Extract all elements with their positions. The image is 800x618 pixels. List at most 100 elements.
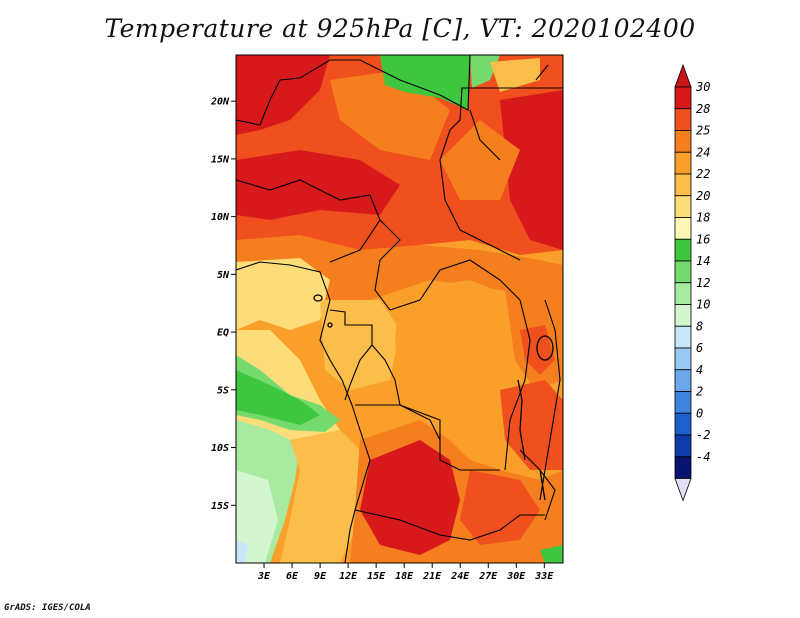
border-sudan-north [439, 87, 563, 161]
colorbar-box [674, 347, 692, 371]
y-tick-label: 10S [211, 443, 229, 454]
colorbar-box [674, 325, 692, 349]
border-great-lakes [504, 299, 531, 471]
x-tick-label: 15E [367, 571, 386, 582]
colorbar-label: 25 [696, 124, 710, 138]
colorbar-label: 2 [696, 385, 703, 399]
colorbar-box [674, 260, 692, 284]
colorbar-box [674, 391, 692, 414]
border-sahel-north [269, 55, 471, 111]
x-tick-label: 6E [286, 571, 299, 582]
colorbar-label: 16 [696, 232, 710, 246]
field-atlantic-cool2 [236, 370, 320, 425]
coastline-west [236, 261, 371, 563]
x-tick-label: 3E [257, 571, 271, 582]
colorbar-label: 14 [696, 254, 710, 268]
border-nile [535, 64, 549, 81]
x-tick-label: 9E [314, 571, 327, 582]
lake-victoria [536, 335, 554, 361]
footer-credit: GrADS: IGES/COLA [4, 603, 91, 613]
field-south-hot [360, 440, 460, 555]
borders [236, 55, 563, 563]
lake-tanganyika [517, 379, 526, 461]
border-nigeria [236, 179, 381, 263]
colorbar-label: 20 [696, 189, 710, 203]
lakes [313, 294, 554, 501]
lake-volta [313, 294, 323, 302]
border-congo [371, 344, 441, 441]
colorbar-label: -2 [696, 428, 710, 442]
field-se-corner-cool [540, 545, 563, 563]
y-tick-label: EQ [217, 328, 229, 339]
field-sahara-mild [490, 58, 540, 92]
colorbar-label: 24 [696, 145, 710, 159]
temperature-field [236, 55, 563, 563]
colorbar-bottom-triangle [674, 478, 692, 502]
field-southeast-hot [460, 470, 540, 545]
border-chad-east [469, 109, 501, 161]
colorbar-box [674, 151, 692, 175]
colorbar-box [674, 130, 692, 153]
y-tick-label: 5S [217, 385, 229, 396]
colorbar-label: 6 [696, 341, 703, 355]
colorbar-box [674, 369, 692, 392]
field-angola-coast [280, 430, 370, 563]
border-east [539, 299, 561, 501]
x-axis: 3E 6E 9E 12E 15E 18E 21E 24E 27E 30E 33E [257, 563, 554, 582]
colorbar-label: 18 [696, 211, 710, 225]
map-frame [235, 54, 564, 564]
colorbar-label: 30 [695, 80, 710, 94]
colorbar-box [674, 412, 692, 436]
y-tick-label: 15S [211, 501, 229, 512]
colorbar-label: 12 [696, 276, 710, 290]
field-sahel-hot [236, 150, 400, 220]
border-car [374, 219, 521, 311]
colorbar-label: 0 [696, 406, 703, 420]
colorbar-box [674, 217, 692, 240]
border-west-sahel [236, 99, 271, 126]
field-east-warm [500, 380, 563, 470]
lake-small [327, 322, 333, 328]
colorbar-top-triangle [674, 63, 692, 88]
colorbar-label: 28 [696, 102, 710, 116]
colorbar-box [674, 173, 692, 197]
field-sahara-cool [380, 55, 470, 110]
colorbar-box [674, 108, 692, 131]
y-tick-label: 10N [211, 212, 230, 223]
colorbar-box [674, 304, 692, 327]
y-tick-label: 15N [211, 154, 230, 165]
colorbar-label: 10 [696, 298, 710, 312]
field-sw-cooler [236, 470, 278, 563]
y-tick-label: 5N [217, 270, 230, 281]
field-northwest-hot [236, 55, 330, 135]
colorbar-label: 4 [696, 363, 703, 377]
colorbar-box [674, 86, 692, 110]
field-congo-west [320, 300, 400, 390]
field-north-midwarm [440, 120, 520, 200]
field-gulf-mild [236, 258, 330, 330]
x-tick-label: 27E [478, 571, 498, 582]
y-axis: 20N 15N 10N 5N EQ 5S 10S 15S [210, 97, 236, 512]
colorbar-label: -4 [696, 450, 710, 464]
x-tick-label: 24E [450, 571, 470, 582]
colorbar-box [674, 238, 692, 262]
border-angola-north [355, 404, 500, 471]
colorbar-box [674, 195, 692, 218]
x-tick-label: 12E [339, 571, 358, 582]
colorbar-label: 8 [696, 319, 703, 333]
lake-malawi [539, 469, 546, 501]
field-northeast-hot [500, 90, 563, 250]
colorbar-label: 22 [696, 167, 710, 181]
border-gabon [329, 309, 373, 401]
border-angola-south [354, 509, 545, 541]
colorbar-box [674, 282, 692, 305]
chart-title: Temperature at 925hPa [C], VT: 202010240… [104, 14, 696, 43]
x-tick-label: 18E [395, 571, 414, 582]
colorbar-box [674, 434, 692, 458]
field-sw-coolest [236, 540, 248, 563]
x-tick-label: 30E [506, 571, 526, 582]
field-congo-basin [395, 280, 520, 450]
y-tick-label: 20N [210, 97, 230, 108]
